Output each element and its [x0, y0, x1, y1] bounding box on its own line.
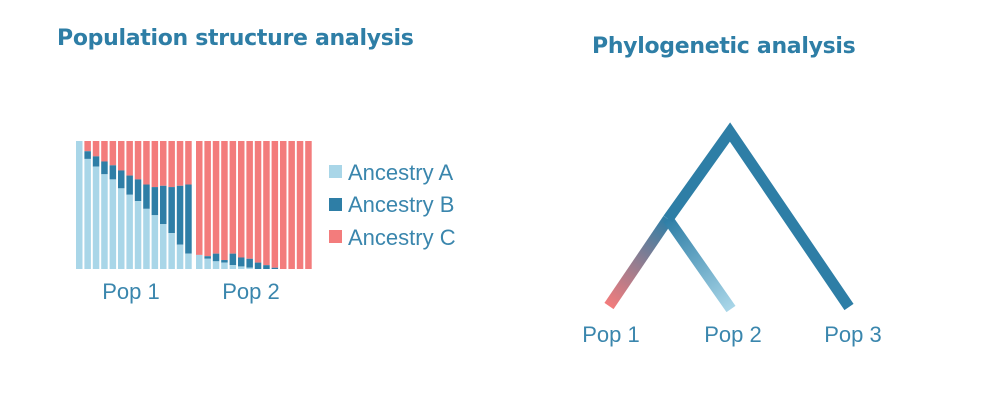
structure-bar-plot — [76, 141, 312, 269]
structure-label-pop1: Pop 1 — [102, 279, 160, 304]
pop2-individual-7-ancestry-b — [246, 258, 253, 268]
pop1-individual-3-ancestry-b — [92, 156, 100, 167]
pop1-individual-6-ancestry-c — [118, 141, 125, 171]
pop1-individual-12-ancestry-c — [168, 141, 175, 188]
tree-branch-root — [663, 122, 854, 311]
pop1-individual-7-ancestry-c — [126, 141, 133, 176]
legend-label-ancestry-c: Ancestry C — [348, 225, 456, 250]
pop2-individual-10-ancestry-c — [271, 141, 279, 268]
tree-leaf-label-pop1: Pop 1 — [582, 322, 640, 347]
population-structure-title: Population structure analysis — [57, 26, 414, 51]
tree-leaf-label-pop2: Pop 2 — [704, 322, 762, 347]
pop1-individual-10-ancestry-b — [151, 187, 159, 216]
pop1-individual-6-ancestry-a — [118, 188, 125, 269]
pop2-individual-12-ancestry-c — [288, 141, 295, 269]
ancestry-legend: Ancestry A Ancestry B Ancestry C — [329, 160, 456, 250]
pop1-individual-9-ancestry-b — [143, 184, 150, 209]
pop2-individual-8-ancestry-c — [254, 141, 262, 263]
pop1-individual-6-ancestry-b — [118, 170, 125, 189]
pop1-individual-12-ancestry-a — [168, 233, 175, 269]
phylogenetic-tree — [604, 122, 854, 313]
pop2-individual-5-ancestry-c — [229, 141, 237, 254]
pop1-individual-12-ancestry-b — [168, 187, 175, 234]
pop2-individual-6-ancestry-b — [238, 257, 245, 267]
pop2-individual-1-ancestry-a — [196, 254, 203, 269]
pop2-individual-5-ancestry-b — [229, 253, 237, 266]
pop1-individual-2-ancestry-a — [84, 158, 91, 269]
pop1-individual-8-ancestry-c — [134, 141, 142, 180]
pop1-individual-10-ancestry-a — [151, 215, 159, 269]
legend-label-ancestry-a: Ancestry A — [348, 160, 453, 185]
tree-branch-pop2 — [663, 215, 736, 313]
legend-swatch-ancestry-c — [329, 230, 342, 243]
pop2-individual-2-ancestry-b — [204, 256, 211, 259]
pop1-individual-5-ancestry-a — [109, 179, 117, 269]
pop2-individual-7-ancestry-a — [246, 267, 253, 269]
pop2-individual-6-ancestry-a — [238, 266, 245, 269]
pop1-individual-9-ancestry-c — [143, 141, 150, 185]
pop2-individual-3-ancestry-c — [212, 141, 220, 254]
pop1-individual-7-ancestry-b — [126, 175, 133, 195]
pop1-individual-4-ancestry-a — [101, 174, 108, 269]
pop2-individual-4-ancestry-b — [221, 260, 228, 263]
tree-branch-pop1 — [604, 215, 673, 310]
pop1-individual-4-ancestry-b — [101, 161, 108, 175]
pop2-individual-3-ancestry-a — [212, 261, 220, 269]
pop2-individual-14-ancestry-c — [305, 141, 312, 269]
pop1-individual-13-ancestry-b — [176, 185, 184, 245]
pop2-individual-2-ancestry-c — [204, 141, 211, 257]
pop1-individual-4-ancestry-c — [101, 141, 108, 162]
pop1-individual-10-ancestry-c — [151, 141, 159, 188]
legend-swatch-ancestry-b — [329, 198, 342, 211]
pop2-individual-4-ancestry-c — [221, 141, 228, 261]
pop1-individual-5-ancestry-c — [109, 141, 117, 166]
pop1-individual-5-ancestry-b — [109, 165, 117, 180]
structure-label-pop2: Pop 2 — [222, 279, 280, 304]
pop1-individual-14-ancestry-b — [185, 184, 192, 254]
pop1-individual-11-ancestry-b — [160, 185, 167, 225]
pop2-individual-11-ancestry-c — [280, 141, 287, 269]
pop2-individual-7-ancestry-c — [246, 141, 253, 259]
pop1-individual-14-ancestry-c — [185, 141, 192, 185]
pop2-individual-8-ancestry-b — [254, 262, 262, 269]
legend-swatch-ancestry-a — [329, 165, 342, 178]
pop1-individual-3-ancestry-a — [92, 166, 100, 269]
pop1-individual-13-ancestry-a — [176, 244, 184, 269]
pop1-individual-2-ancestry-b — [84, 151, 91, 159]
pop2-individual-13-ancestry-c — [296, 141, 304, 269]
pop1-individual-11-ancestry-c — [160, 141, 167, 186]
pop2-individual-9-ancestry-c — [263, 141, 270, 266]
pop1-individual-14-ancestry-a — [185, 253, 192, 269]
pop2-individual-9-ancestry-b — [263, 265, 270, 269]
pop1-individual-2-ancestry-c — [84, 141, 91, 152]
pop1-individual-13-ancestry-c — [176, 141, 184, 186]
pop1-individual-11-ancestry-a — [160, 224, 167, 269]
pop2-individual-6-ancestry-c — [238, 141, 245, 258]
pop2-individual-4-ancestry-a — [221, 262, 228, 269]
pop1-individual-8-ancestry-a — [134, 201, 142, 269]
pop2-individual-3-ancestry-b — [212, 253, 220, 262]
pop2-individual-2-ancestry-a — [204, 258, 211, 269]
phylogenetic-title: Phylogenetic analysis — [592, 34, 856, 59]
legend-label-ancestry-b: Ancestry B — [348, 192, 454, 217]
tree-leaf-label-pop3: Pop 3 — [824, 322, 882, 347]
pop1-individual-1-ancestry-a — [76, 141, 83, 269]
pop2-individual-1-ancestry-c — [196, 141, 203, 255]
pop1-individual-3-ancestry-c — [92, 141, 100, 157]
pop2-individual-5-ancestry-a — [229, 265, 237, 269]
pop1-individual-7-ancestry-a — [126, 194, 133, 269]
pop1-individual-8-ancestry-b — [134, 179, 142, 202]
pop1-individual-9-ancestry-a — [143, 208, 150, 269]
pop2-individual-10-ancestry-b — [271, 267, 279, 269]
